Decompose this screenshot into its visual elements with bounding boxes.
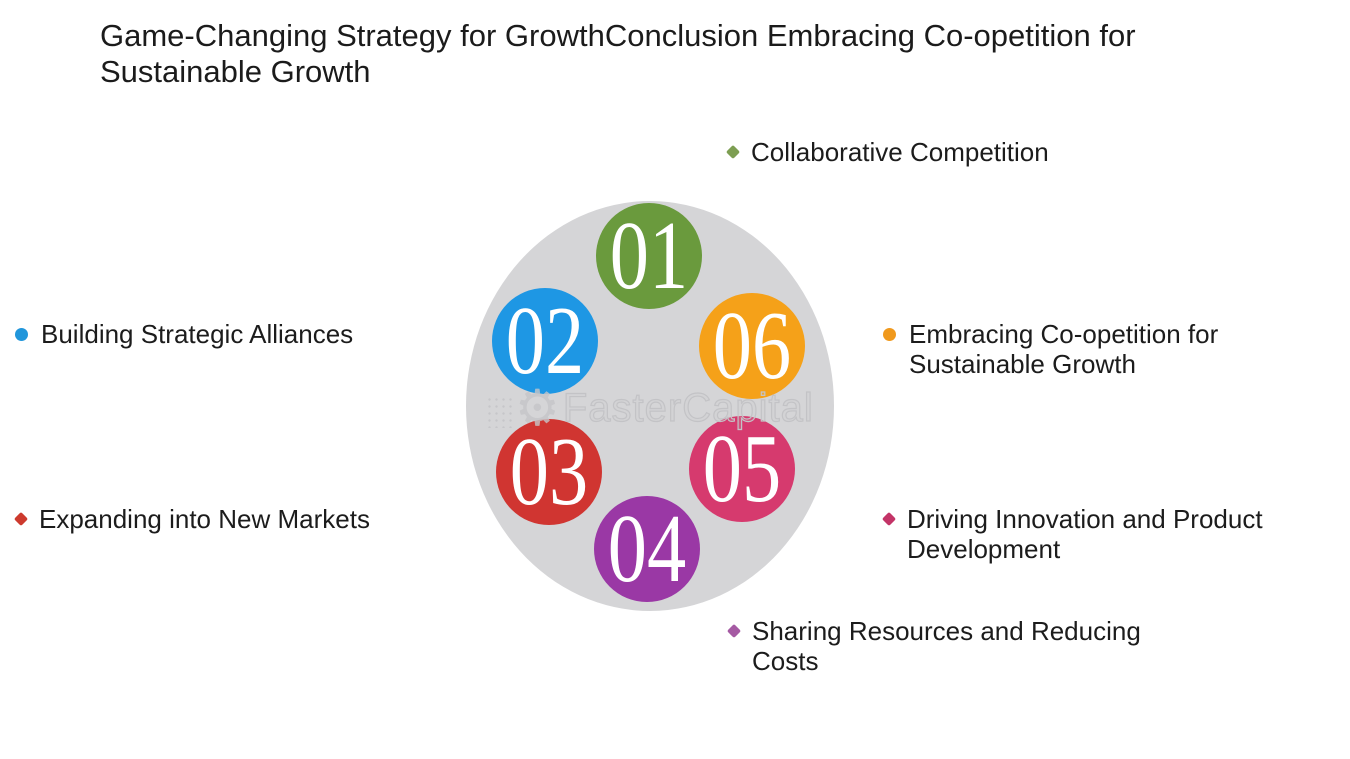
label-expanding-new-markets: Expanding into New Markets xyxy=(13,504,370,534)
page-title: Game-Changing Strategy for GrowthConclus… xyxy=(100,18,1136,89)
label-text: Embracing Co-opetition for Sustainable G… xyxy=(909,319,1219,379)
label-driving-innovation: Driving Innovation and Product Developme… xyxy=(881,504,1289,564)
step-circle-01: 01 xyxy=(596,203,702,309)
step-circle-03: 03 xyxy=(496,419,602,525)
step-circle-05: 05 xyxy=(689,416,795,522)
step-circle-02: 02 xyxy=(492,288,598,394)
step-number: 06 xyxy=(712,292,792,400)
diamond-bullet-icon xyxy=(881,511,897,527)
step-number: 04 xyxy=(607,495,687,603)
step-circle-06: 06 xyxy=(699,293,805,399)
label-text: Collaborative Competition xyxy=(751,137,1049,167)
circle-bullet-icon xyxy=(883,328,896,341)
step-number: 03 xyxy=(509,418,589,526)
label-embracing-co-opetition: Embracing Co-opetition for Sustainable G… xyxy=(883,319,1241,379)
circle-bullet-icon xyxy=(15,328,28,341)
step-circle-04: 04 xyxy=(594,496,700,602)
diamond-bullet-icon xyxy=(725,144,741,160)
step-number: 02 xyxy=(505,287,585,395)
step-number: 01 xyxy=(609,202,689,310)
label-text: Driving Innovation and Product Developme… xyxy=(907,504,1263,564)
label-collaborative-competition: Collaborative Competition xyxy=(725,137,1049,167)
diamond-bullet-icon xyxy=(13,511,29,527)
step-number: 05 xyxy=(702,415,782,523)
label-text: Sharing Resources and Reducing Costs xyxy=(752,616,1141,676)
label-sharing-resources: Sharing Resources and Reducing Costs xyxy=(726,616,1148,676)
label-building-strategic-alliances: Building Strategic Alliances xyxy=(15,319,353,349)
diamond-bullet-icon xyxy=(726,623,742,639)
label-text: Building Strategic Alliances xyxy=(41,319,354,349)
label-text: Expanding into New Markets xyxy=(39,504,370,534)
